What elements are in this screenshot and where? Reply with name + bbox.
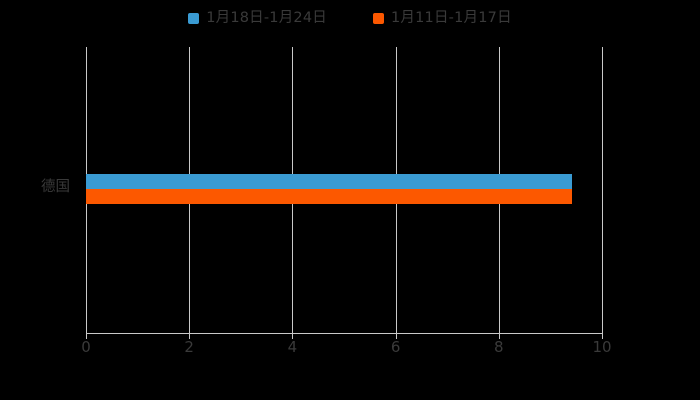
x-axis-tick-label: 4 bbox=[287, 338, 298, 356]
y-axis-category-label: 德国 bbox=[41, 179, 70, 195]
grid-line bbox=[602, 47, 603, 333]
x-axis-tick-label: 8 bbox=[494, 338, 504, 356]
legend-label-series-1: 1月18日-1月24日 bbox=[206, 9, 327, 26]
x-axis-tick-mark bbox=[602, 334, 603, 339]
legend-item-series-1[interactable]: 1月18日-1月24日 bbox=[188, 11, 327, 26]
plot-area bbox=[86, 47, 603, 333]
legend-swatch-icon-series-2 bbox=[373, 12, 384, 24]
x-axis-line bbox=[86, 333, 603, 334]
x-axis-tick-label: 10 bbox=[592, 338, 612, 356]
y-axis-category-group: 德国 bbox=[0, 180, 80, 196]
bar-series-2[interactable] bbox=[86, 189, 573, 204]
x-axis-tick-mark bbox=[498, 334, 500, 339]
chart-legend: 1月18日-1月24日 1月11日-1月17日 bbox=[0, 6, 700, 30]
x-axis-tick-mark bbox=[292, 334, 294, 339]
x-axis-tick-mark bbox=[189, 334, 191, 339]
x-axis-tick-label: 0 bbox=[81, 338, 91, 356]
legend-item-series-2[interactable]: 1月11日-1月17日 bbox=[373, 11, 512, 26]
legend-swatch-icon-series-1 bbox=[188, 12, 200, 24]
legend-label-series-2: 1月11日-1月17日 bbox=[391, 9, 512, 26]
x-axis-tick-label: 6 bbox=[390, 338, 401, 356]
x-axis-tick-label: 2 bbox=[184, 338, 194, 356]
x-axis-tick-mark bbox=[395, 334, 397, 339]
bar-series-1[interactable] bbox=[86, 174, 573, 189]
x-axis-tick-mark bbox=[86, 334, 87, 339]
